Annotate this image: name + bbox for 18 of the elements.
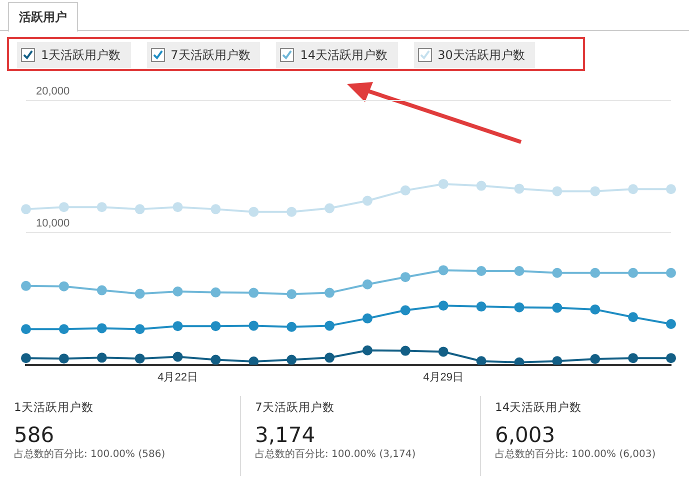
legend-label: 30天活跃用户数 [438, 46, 525, 64]
chart-title: 活跃用户 [8, 2, 78, 32]
y-tick-label: 20,000 [36, 86, 70, 98]
text: 7天活跃用户数 [255, 400, 336, 415]
text: 占总数的百分比: 100.00% (6,003) [495, 448, 657, 461]
text: 3,174 [255, 423, 316, 447]
text: 占总数的百分比: 100.00% (3,174) [255, 448, 417, 461]
x-tick-label: 4月22日 [158, 371, 198, 384]
x-tick-label: 4月29日 [423, 371, 464, 384]
text: 占总数的百分比: 100.00% (586) [14, 448, 166, 461]
legend-label: 1天活跃用户数 [41, 46, 121, 64]
legend-label: 14天活跃用户数 [300, 46, 388, 64]
y-tick-label: 10,000 [36, 218, 70, 230]
text: 1天活跃用户数 [14, 400, 94, 415]
text: 6,003 [495, 423, 556, 447]
legend-label: 7天活跃用户数 [170, 46, 250, 64]
text: 586 [14, 423, 56, 447]
text: 14天活跃用户数 [495, 400, 583, 415]
